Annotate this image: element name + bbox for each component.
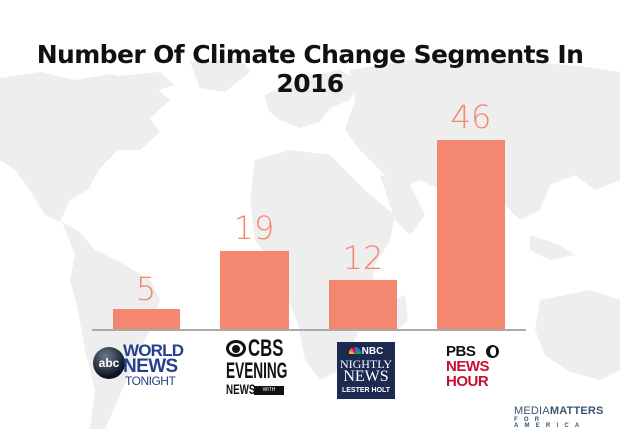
pbs-newshour-logo: PBS NEWS HOUR	[446, 344, 502, 392]
abc-line-2: NEWS	[123, 356, 178, 377]
cbs-line-1: CBS	[248, 335, 284, 362]
bar-cbs	[220, 251, 289, 329]
cbs-line-3: NEWS	[226, 381, 256, 397]
nbc-nightly-news-logo: NBC NIGHTLY NEWS LESTER HOLT	[337, 342, 395, 399]
chart-title: Number Of Climate Change Segments In 201…	[36, 40, 584, 98]
pbs-line-1: PBS	[446, 343, 476, 360]
cbs-line-2: EVENING	[226, 358, 288, 383]
pbs-line-2: NEWS	[446, 358, 490, 375]
media-matters-logo: MEDIAMATTERS FOR AMERICA	[514, 405, 614, 429]
nbc-line-2: NIGHTLY	[339, 357, 393, 371]
bar-nbc	[329, 280, 397, 329]
abc-line-1: WORLD	[123, 341, 184, 360]
pbs-line-3: HOUR	[446, 373, 489, 390]
nbc-line-3: NEWS	[343, 368, 389, 385]
cbs-eye-icon	[226, 340, 246, 357]
value-label-cbs: 19	[233, 209, 275, 247]
value-label-nbc: 12	[342, 239, 384, 277]
nbc-peacock-icon	[348, 347, 361, 354]
cbs-anchor-band: WITH SCOTT PELLEY	[254, 386, 284, 411]
x-axis-line	[92, 329, 526, 331]
nbc-line-1: NBC	[361, 346, 384, 357]
abc-badge-icon: abc	[93, 347, 125, 379]
value-label-pbs: 46	[450, 98, 492, 136]
value-label-abc: 5	[135, 270, 157, 308]
brand-light: MEDIA	[514, 405, 550, 417]
brand-bold: MATTERS	[549, 405, 604, 417]
brand-sub: FOR AMERICA	[514, 417, 586, 429]
nbc-line-4: LESTER HOLT	[341, 387, 391, 394]
abc-line-3: TONIGHT	[125, 374, 176, 388]
bar-pbs	[437, 140, 505, 329]
cbs-evening-news-logo: CBS EVENING NEWS WITH SCOTT PELLEY	[226, 335, 288, 411]
bar-abc	[113, 309, 180, 329]
pbs-head-icon	[486, 345, 499, 358]
abc-world-news-tonight-logo: abc WORLD NEWS TONIGHT	[93, 341, 193, 389]
